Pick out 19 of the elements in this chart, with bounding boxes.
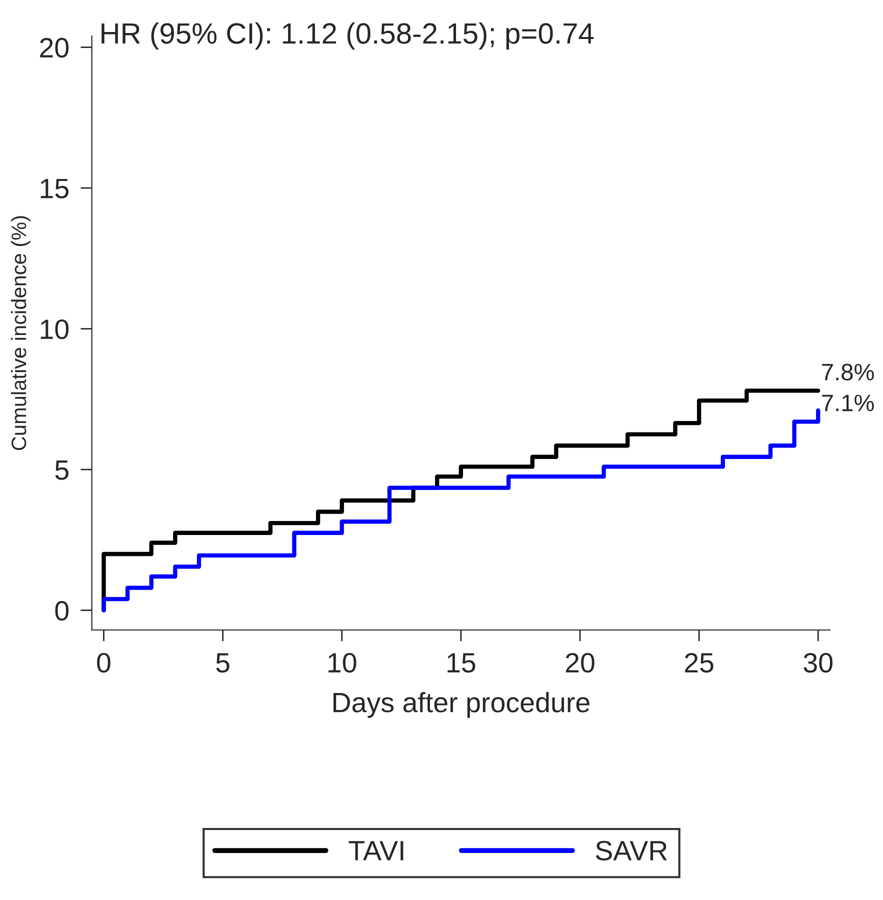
x-tick-label: 0 [97,652,110,673]
annotation: HR (95% CI): 1.12 (0.58-2.15); p=0.74 [102,22,594,50]
legend-label: TAVI [348,841,404,860]
y-axis-title: Cumulative incidence (%) [10,216,30,450]
x-axis-title: Days after procedure [334,692,590,718]
y-tick-label: 10 [40,319,69,340]
x-tick-label: 15 [448,653,476,673]
y-tick-label: 0 [55,600,69,621]
y-tick-label: 15 [40,178,68,198]
legend-label: SAVR [596,840,667,861]
x-tick-label: 25 [685,652,714,673]
annotation: 7.1% [822,394,874,412]
y-tick-label: 20 [40,38,69,58]
x-tick-label: 5 [216,653,230,673]
x-tick-label: 10 [328,652,356,673]
x-tick-label: 30 [804,652,832,673]
y-tick-label: 5 [55,460,68,480]
x-tick-label: 20 [566,652,594,673]
annotation: 7.8% [822,364,874,380]
